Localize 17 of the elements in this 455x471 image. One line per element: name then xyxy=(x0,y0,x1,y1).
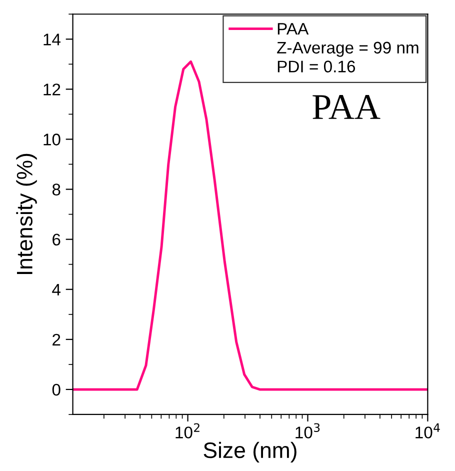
annotation: Z-Average = 99 nm xyxy=(277,42,418,57)
legend-label: PAA xyxy=(278,23,309,35)
y-tick-label: 8 xyxy=(52,184,60,196)
annotation: PDI = 0.16 xyxy=(278,60,356,72)
y-tick-label: 14 xyxy=(44,34,61,46)
y-axis-title: Intensity (%) xyxy=(16,154,37,274)
y-tick-label: 10 xyxy=(44,134,60,146)
annotation: PAA xyxy=(312,95,380,119)
y-tick-label: 0 xyxy=(52,384,60,396)
y-tick-label: 12 xyxy=(44,84,60,96)
x-axis-title: Size (nm) xyxy=(204,442,296,463)
x-tick-label: 10$^{4}$ xyxy=(416,423,440,438)
y-tick-label: 2 xyxy=(52,334,60,346)
x-tick-label: 10$^{3}$ xyxy=(296,423,320,438)
y-tick-label: 4 xyxy=(52,284,61,296)
y-tick-label: 6 xyxy=(52,234,60,246)
x-tick-label: 10$^{2}$ xyxy=(176,423,200,438)
